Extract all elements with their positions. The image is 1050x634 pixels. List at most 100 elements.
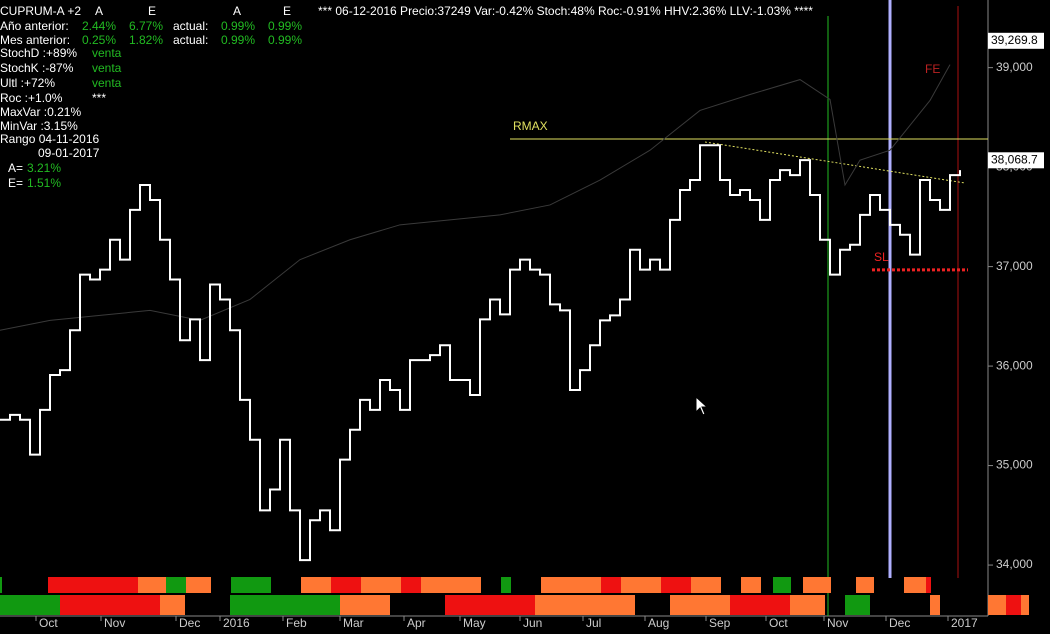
panel-text: Mes anterior: bbox=[0, 33, 70, 47]
panel-text: Roc :+1.0% bbox=[0, 91, 63, 105]
indicator-strip bbox=[670, 595, 730, 615]
indicator-strip bbox=[340, 595, 390, 615]
indicator-strip bbox=[803, 577, 831, 593]
x-tick-label: Oct bbox=[769, 616, 788, 630]
x-tick-label: Apr bbox=[407, 616, 426, 630]
panel-text: 6.77% bbox=[129, 19, 163, 33]
panel-text: Año anterior: bbox=[0, 19, 69, 33]
indicator-strip bbox=[0, 595, 60, 615]
indicator-strip bbox=[988, 595, 1006, 615]
x-tick-label: Nov bbox=[827, 616, 848, 630]
x-tick-label: Nov bbox=[104, 616, 125, 630]
panel-text: venta bbox=[92, 46, 122, 60]
panel-text: 0.99% bbox=[268, 33, 302, 47]
indicator-strip bbox=[691, 577, 721, 593]
indicator-strip bbox=[421, 577, 481, 593]
panel-text: 0.99% bbox=[221, 33, 255, 47]
indicator-strip bbox=[1006, 595, 1021, 615]
indicator-strip bbox=[930, 595, 940, 615]
indicator-strip bbox=[661, 577, 691, 593]
x-tick-label: Feb bbox=[286, 616, 307, 630]
y-tick-label: 39,000 bbox=[996, 60, 1033, 74]
panel-text: *** bbox=[92, 91, 106, 105]
panel-text: Ultl :+72% bbox=[0, 76, 55, 90]
indicator-strip bbox=[601, 577, 621, 593]
price-line bbox=[0, 144, 961, 562]
price-tag bbox=[988, 32, 1044, 49]
indicator-strip bbox=[401, 577, 421, 593]
panel-text: 0.99% bbox=[221, 19, 255, 33]
x-tick-label: Dec bbox=[179, 616, 200, 630]
x-tick-label: Jul bbox=[586, 616, 601, 630]
panel-text: CUPRUM-A +2 bbox=[0, 4, 81, 18]
indicator-strip bbox=[445, 595, 535, 615]
panel-text: A bbox=[233, 4, 241, 18]
panel-text: Rango 04-11-2016 bbox=[0, 132, 100, 146]
panel-text: E bbox=[283, 4, 291, 18]
indicator-strip bbox=[231, 577, 271, 593]
panel-text: MaxVar :0.21% bbox=[0, 105, 81, 119]
cursor bbox=[695, 395, 709, 416]
panel-text: 3.21% bbox=[27, 161, 61, 175]
indicator-strip bbox=[926, 577, 931, 593]
panel-text: venta bbox=[92, 61, 122, 75]
x-tick-label: Sep bbox=[709, 616, 731, 630]
indicator-strip bbox=[138, 577, 166, 593]
panel-text: venta bbox=[92, 76, 122, 90]
sl-label: SL bbox=[874, 250, 889, 264]
panel-text: 0.99% bbox=[268, 19, 302, 33]
indicator-strip bbox=[501, 577, 511, 593]
panel-text: 2.44% bbox=[82, 19, 116, 33]
panel-text: 0.25% bbox=[82, 33, 116, 47]
x-tick-label: 2016 bbox=[223, 616, 250, 630]
panel-text: A bbox=[95, 4, 103, 18]
x-tick-label: Mar bbox=[343, 616, 364, 630]
panel-text: E= bbox=[8, 176, 23, 190]
indicator-strip bbox=[361, 577, 401, 593]
y-tick-label: 36,000 bbox=[996, 358, 1033, 372]
indicator-strip bbox=[166, 577, 186, 593]
y-tick-label: 37,000 bbox=[996, 259, 1033, 273]
indicator-strip bbox=[845, 595, 870, 615]
indicator-strip bbox=[160, 595, 185, 615]
x-tick-label: Aug bbox=[648, 616, 669, 630]
price-tag bbox=[988, 152, 1044, 169]
status-line: *** 06-12-2016 Precio:37249 Var:-0.42% S… bbox=[318, 4, 813, 18]
panel-text: actual: bbox=[173, 19, 208, 33]
panel-text: MinVar :3.15% bbox=[0, 119, 78, 133]
indicator-strip bbox=[904, 577, 926, 593]
y-tick-label: 35,000 bbox=[996, 458, 1033, 472]
x-tick-label: May bbox=[463, 616, 486, 630]
indicator-strip bbox=[48, 577, 138, 593]
panel-text: A= bbox=[8, 161, 23, 175]
x-tick-label: 2017 bbox=[951, 616, 978, 630]
indicator-strip bbox=[535, 595, 635, 615]
panel-text: StochD :+89% bbox=[0, 46, 77, 60]
indicator-strip bbox=[331, 577, 361, 593]
indicator-strip bbox=[621, 577, 661, 593]
indicator-strip bbox=[541, 577, 601, 593]
indicator-strip bbox=[60, 595, 160, 615]
fe-label: FE bbox=[925, 62, 940, 76]
y-tick-label: 34,000 bbox=[996, 557, 1033, 571]
indicator-strip bbox=[1021, 595, 1029, 615]
panel-text: 1.82% bbox=[129, 33, 163, 47]
panel-text: 09-01-2017 bbox=[38, 146, 100, 160]
indicator-strip bbox=[741, 577, 761, 593]
x-tick-label: Jun bbox=[523, 616, 542, 630]
indicator-strip bbox=[0, 577, 2, 593]
indicator-strip bbox=[790, 595, 825, 615]
indicator-strip bbox=[230, 595, 340, 615]
indicator-strip bbox=[301, 577, 331, 593]
indicator-strip bbox=[773, 577, 791, 593]
indicator-strip bbox=[856, 577, 874, 593]
panel-text: StochK :-87% bbox=[0, 61, 74, 75]
x-tick-label: Oct bbox=[39, 616, 58, 630]
rmax-label: RMAX bbox=[513, 119, 548, 133]
panel-text: actual: bbox=[173, 33, 208, 47]
price-tag-label: 39,269.8 bbox=[991, 33, 1038, 47]
x-tick-label: Dec bbox=[889, 616, 910, 630]
